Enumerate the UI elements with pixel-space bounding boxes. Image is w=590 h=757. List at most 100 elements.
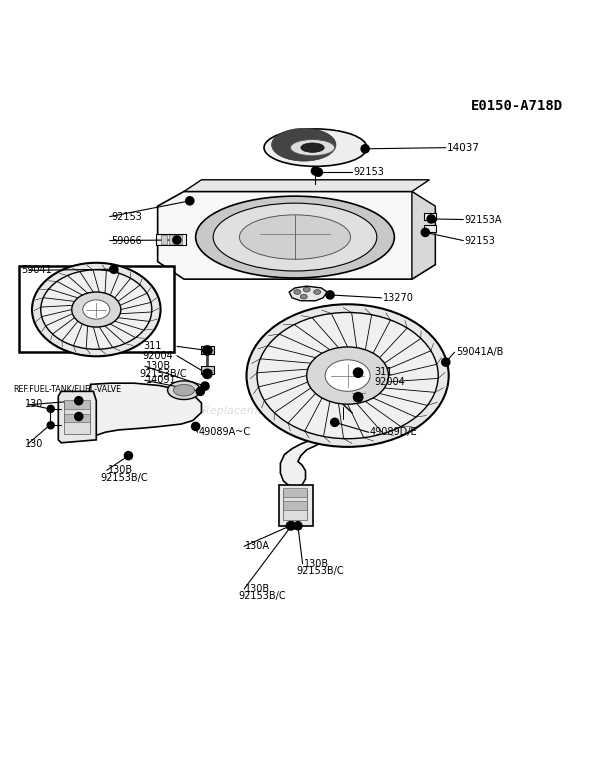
Text: 92153: 92153 xyxy=(111,212,142,222)
Circle shape xyxy=(202,346,212,355)
Bar xyxy=(201,366,214,374)
Circle shape xyxy=(202,369,212,378)
Bar xyxy=(156,234,186,245)
Bar xyxy=(64,413,90,422)
Ellipse shape xyxy=(32,263,160,357)
Circle shape xyxy=(196,388,204,395)
Text: 14091: 14091 xyxy=(146,375,176,385)
Bar xyxy=(352,390,365,397)
Text: 92153B/C: 92153B/C xyxy=(100,473,148,483)
Polygon shape xyxy=(158,192,435,279)
Ellipse shape xyxy=(301,143,324,152)
Circle shape xyxy=(421,229,430,236)
Bar xyxy=(201,346,214,354)
Ellipse shape xyxy=(240,215,350,260)
Bar xyxy=(352,369,365,376)
Bar xyxy=(283,501,307,510)
Text: 92004: 92004 xyxy=(142,350,173,360)
Circle shape xyxy=(330,418,339,426)
Bar xyxy=(283,488,307,497)
Text: 130B: 130B xyxy=(304,559,329,569)
Circle shape xyxy=(192,422,200,431)
Polygon shape xyxy=(58,391,96,443)
Text: 311: 311 xyxy=(143,341,162,350)
Circle shape xyxy=(47,406,54,413)
Polygon shape xyxy=(289,286,327,301)
Polygon shape xyxy=(280,399,337,487)
Text: ©ReplacementParts: ©ReplacementParts xyxy=(192,406,305,416)
Ellipse shape xyxy=(294,290,301,294)
Circle shape xyxy=(287,522,296,530)
Circle shape xyxy=(442,358,450,366)
Circle shape xyxy=(186,197,194,205)
Bar xyxy=(283,490,307,520)
Ellipse shape xyxy=(325,360,370,391)
Ellipse shape xyxy=(83,300,110,319)
Circle shape xyxy=(314,168,323,176)
Text: 92153: 92153 xyxy=(464,235,496,245)
Ellipse shape xyxy=(314,290,321,294)
Ellipse shape xyxy=(168,381,201,400)
Text: 130: 130 xyxy=(25,439,43,449)
Ellipse shape xyxy=(72,292,121,327)
Text: 92153A: 92153A xyxy=(464,214,502,225)
Text: 59066: 59066 xyxy=(111,235,142,245)
Text: 92153B/C: 92153B/C xyxy=(139,369,186,378)
Text: 130B: 130B xyxy=(108,466,133,475)
Text: 59041: 59041 xyxy=(21,266,53,276)
Ellipse shape xyxy=(41,269,152,349)
Ellipse shape xyxy=(173,385,195,396)
Circle shape xyxy=(312,167,320,175)
Circle shape xyxy=(326,291,334,299)
Text: 130A: 130A xyxy=(245,541,270,551)
Circle shape xyxy=(173,236,181,244)
Circle shape xyxy=(353,393,363,402)
Text: 92153: 92153 xyxy=(353,167,384,177)
Circle shape xyxy=(47,422,54,428)
Text: 14037: 14037 xyxy=(447,142,480,153)
Circle shape xyxy=(361,145,369,153)
Circle shape xyxy=(201,382,209,390)
Bar xyxy=(424,213,437,220)
Text: 59041A/B: 59041A/B xyxy=(455,347,503,357)
Circle shape xyxy=(427,215,435,223)
Circle shape xyxy=(75,413,83,421)
Text: 311: 311 xyxy=(374,367,392,377)
Ellipse shape xyxy=(290,139,335,156)
Ellipse shape xyxy=(300,294,307,299)
Bar xyxy=(19,266,174,352)
Text: 92153B/C: 92153B/C xyxy=(238,591,286,602)
Ellipse shape xyxy=(196,196,394,278)
Text: 92153B/C: 92153B/C xyxy=(297,566,345,576)
Ellipse shape xyxy=(264,129,367,167)
Ellipse shape xyxy=(303,288,310,292)
Text: 130: 130 xyxy=(25,399,43,410)
Text: REF.FUEL-TANK/FUEL-VALVE: REF.FUEL-TANK/FUEL-VALVE xyxy=(14,385,122,394)
Bar xyxy=(176,235,182,244)
Circle shape xyxy=(110,265,118,273)
Text: 92004: 92004 xyxy=(374,377,405,387)
Ellipse shape xyxy=(257,313,438,439)
Polygon shape xyxy=(184,180,430,192)
Text: 130B: 130B xyxy=(146,361,171,371)
Bar xyxy=(64,402,90,434)
Ellipse shape xyxy=(213,203,377,271)
Text: 49089A~C: 49089A~C xyxy=(199,427,251,438)
Polygon shape xyxy=(286,132,307,145)
Polygon shape xyxy=(412,192,435,279)
Circle shape xyxy=(124,452,133,459)
Polygon shape xyxy=(278,485,313,526)
Bar xyxy=(169,235,175,244)
Text: E0150-A718D: E0150-A718D xyxy=(471,99,563,113)
Text: 49089D/E: 49089D/E xyxy=(370,427,418,438)
Ellipse shape xyxy=(247,304,449,447)
Circle shape xyxy=(294,522,302,530)
Bar xyxy=(64,400,90,409)
Ellipse shape xyxy=(307,347,388,404)
Bar xyxy=(161,235,167,244)
Ellipse shape xyxy=(271,129,336,161)
Text: 13270: 13270 xyxy=(383,293,414,303)
Polygon shape xyxy=(78,383,202,439)
Circle shape xyxy=(286,522,294,530)
Text: 130B: 130B xyxy=(245,584,270,594)
